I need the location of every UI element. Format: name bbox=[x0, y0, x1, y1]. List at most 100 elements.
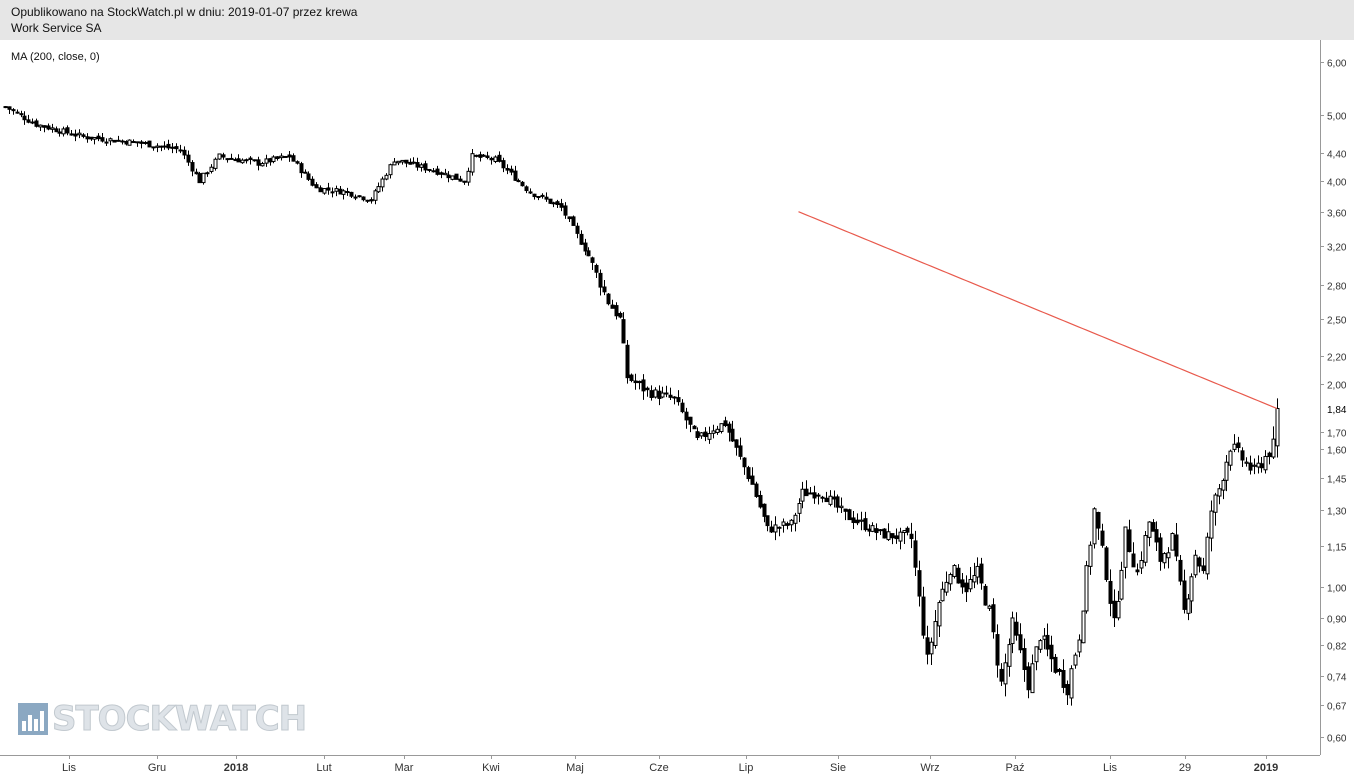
candle-body bbox=[108, 138, 113, 142]
candle bbox=[201, 172, 206, 185]
candle-body bbox=[847, 509, 852, 521]
candle bbox=[1018, 623, 1023, 654]
candle-body bbox=[155, 145, 160, 148]
candle bbox=[369, 197, 374, 204]
candle-body bbox=[361, 196, 366, 201]
candle bbox=[186, 150, 191, 166]
candle bbox=[808, 486, 813, 495]
candle bbox=[1193, 549, 1198, 578]
candle bbox=[357, 195, 362, 198]
candle bbox=[746, 465, 751, 482]
candle bbox=[1154, 521, 1159, 551]
candle-body bbox=[571, 216, 576, 226]
candle bbox=[26, 114, 31, 124]
candle-body bbox=[1267, 452, 1272, 458]
y-tick-label: 1,00 bbox=[1327, 584, 1347, 595]
candle-body bbox=[73, 133, 78, 137]
candle bbox=[742, 457, 747, 475]
y-tick-label: 0,90 bbox=[1327, 615, 1347, 626]
candle-body bbox=[762, 503, 767, 517]
candle-body bbox=[50, 127, 55, 130]
candle bbox=[1045, 623, 1050, 657]
candle bbox=[38, 124, 43, 132]
candle bbox=[917, 560, 922, 607]
candle bbox=[975, 557, 980, 585]
y-tick-label: 1,15 bbox=[1327, 543, 1347, 554]
candle bbox=[769, 520, 774, 533]
candle bbox=[800, 481, 805, 509]
candle bbox=[65, 125, 70, 136]
candle bbox=[489, 156, 494, 165]
candle bbox=[155, 143, 160, 153]
candle-body bbox=[46, 125, 51, 130]
candle-body bbox=[1077, 639, 1082, 653]
candle-body bbox=[870, 525, 875, 532]
candle bbox=[692, 425, 697, 430]
candle-body bbox=[201, 172, 206, 184]
candle-body bbox=[61, 128, 66, 135]
candle bbox=[579, 230, 584, 245]
candle-body bbox=[213, 158, 218, 169]
candle bbox=[19, 110, 24, 118]
candle-body bbox=[999, 668, 1004, 682]
candle-body bbox=[1104, 547, 1109, 581]
candle-body bbox=[812, 492, 817, 499]
candle bbox=[1147, 521, 1152, 547]
candle bbox=[73, 129, 78, 142]
candle bbox=[1166, 547, 1171, 569]
candle bbox=[108, 137, 113, 146]
chart-header: Opublikowano na StockWatch.pl w dniu: 20… bbox=[0, 0, 1354, 40]
candle-body bbox=[676, 397, 681, 403]
candle-body bbox=[524, 186, 529, 192]
candle-body bbox=[882, 528, 887, 539]
candle bbox=[11, 108, 16, 115]
candle bbox=[1030, 654, 1035, 694]
candle-body bbox=[948, 574, 953, 585]
x-tick-label: Wrz bbox=[920, 762, 939, 774]
candle bbox=[843, 508, 848, 521]
candle-body bbox=[380, 178, 385, 188]
candle bbox=[15, 109, 20, 114]
candle bbox=[703, 427, 708, 442]
candle-body bbox=[100, 137, 105, 142]
candle-body bbox=[470, 153, 475, 173]
candle bbox=[1232, 434, 1237, 453]
candle bbox=[874, 523, 879, 541]
candle-body bbox=[427, 168, 432, 171]
candle-body bbox=[664, 392, 669, 395]
candle-body bbox=[859, 519, 864, 522]
candle-body bbox=[446, 174, 451, 179]
candle-body bbox=[38, 124, 43, 128]
watermark-text: STOCKWATCH bbox=[51, 699, 307, 740]
y-tick-label: 2,00 bbox=[1327, 381, 1347, 392]
candle bbox=[3, 105, 8, 109]
candle bbox=[1034, 646, 1039, 671]
candle-body bbox=[1127, 529, 1132, 553]
candle-body bbox=[723, 420, 728, 427]
candle-body bbox=[275, 156, 280, 159]
candle bbox=[345, 187, 350, 196]
candle-body bbox=[190, 162, 195, 172]
candle bbox=[77, 129, 82, 139]
candle-body bbox=[42, 125, 47, 128]
candle-body bbox=[548, 198, 553, 204]
candle-body bbox=[404, 159, 409, 164]
candle bbox=[544, 192, 549, 202]
candle-body bbox=[886, 531, 891, 541]
candle-body bbox=[244, 159, 249, 162]
candle bbox=[762, 503, 767, 523]
candle bbox=[1182, 569, 1187, 614]
candle-body bbox=[544, 196, 549, 200]
candle bbox=[1112, 589, 1117, 627]
candle-body bbox=[528, 191, 533, 194]
candle bbox=[454, 173, 459, 180]
candle-body bbox=[1213, 494, 1218, 513]
candle bbox=[225, 158, 230, 163]
candle-body bbox=[754, 483, 759, 497]
candle-body bbox=[532, 193, 537, 198]
candle bbox=[275, 156, 280, 161]
price-chart[interactable]: 6,00 5,00 4,40 4,00 3,60 3,20 2,80 2,50 2,20 2,00… bbox=[0, 40, 1354, 774]
candle-body bbox=[221, 154, 226, 158]
candle bbox=[1026, 662, 1031, 699]
candle bbox=[750, 467, 755, 485]
